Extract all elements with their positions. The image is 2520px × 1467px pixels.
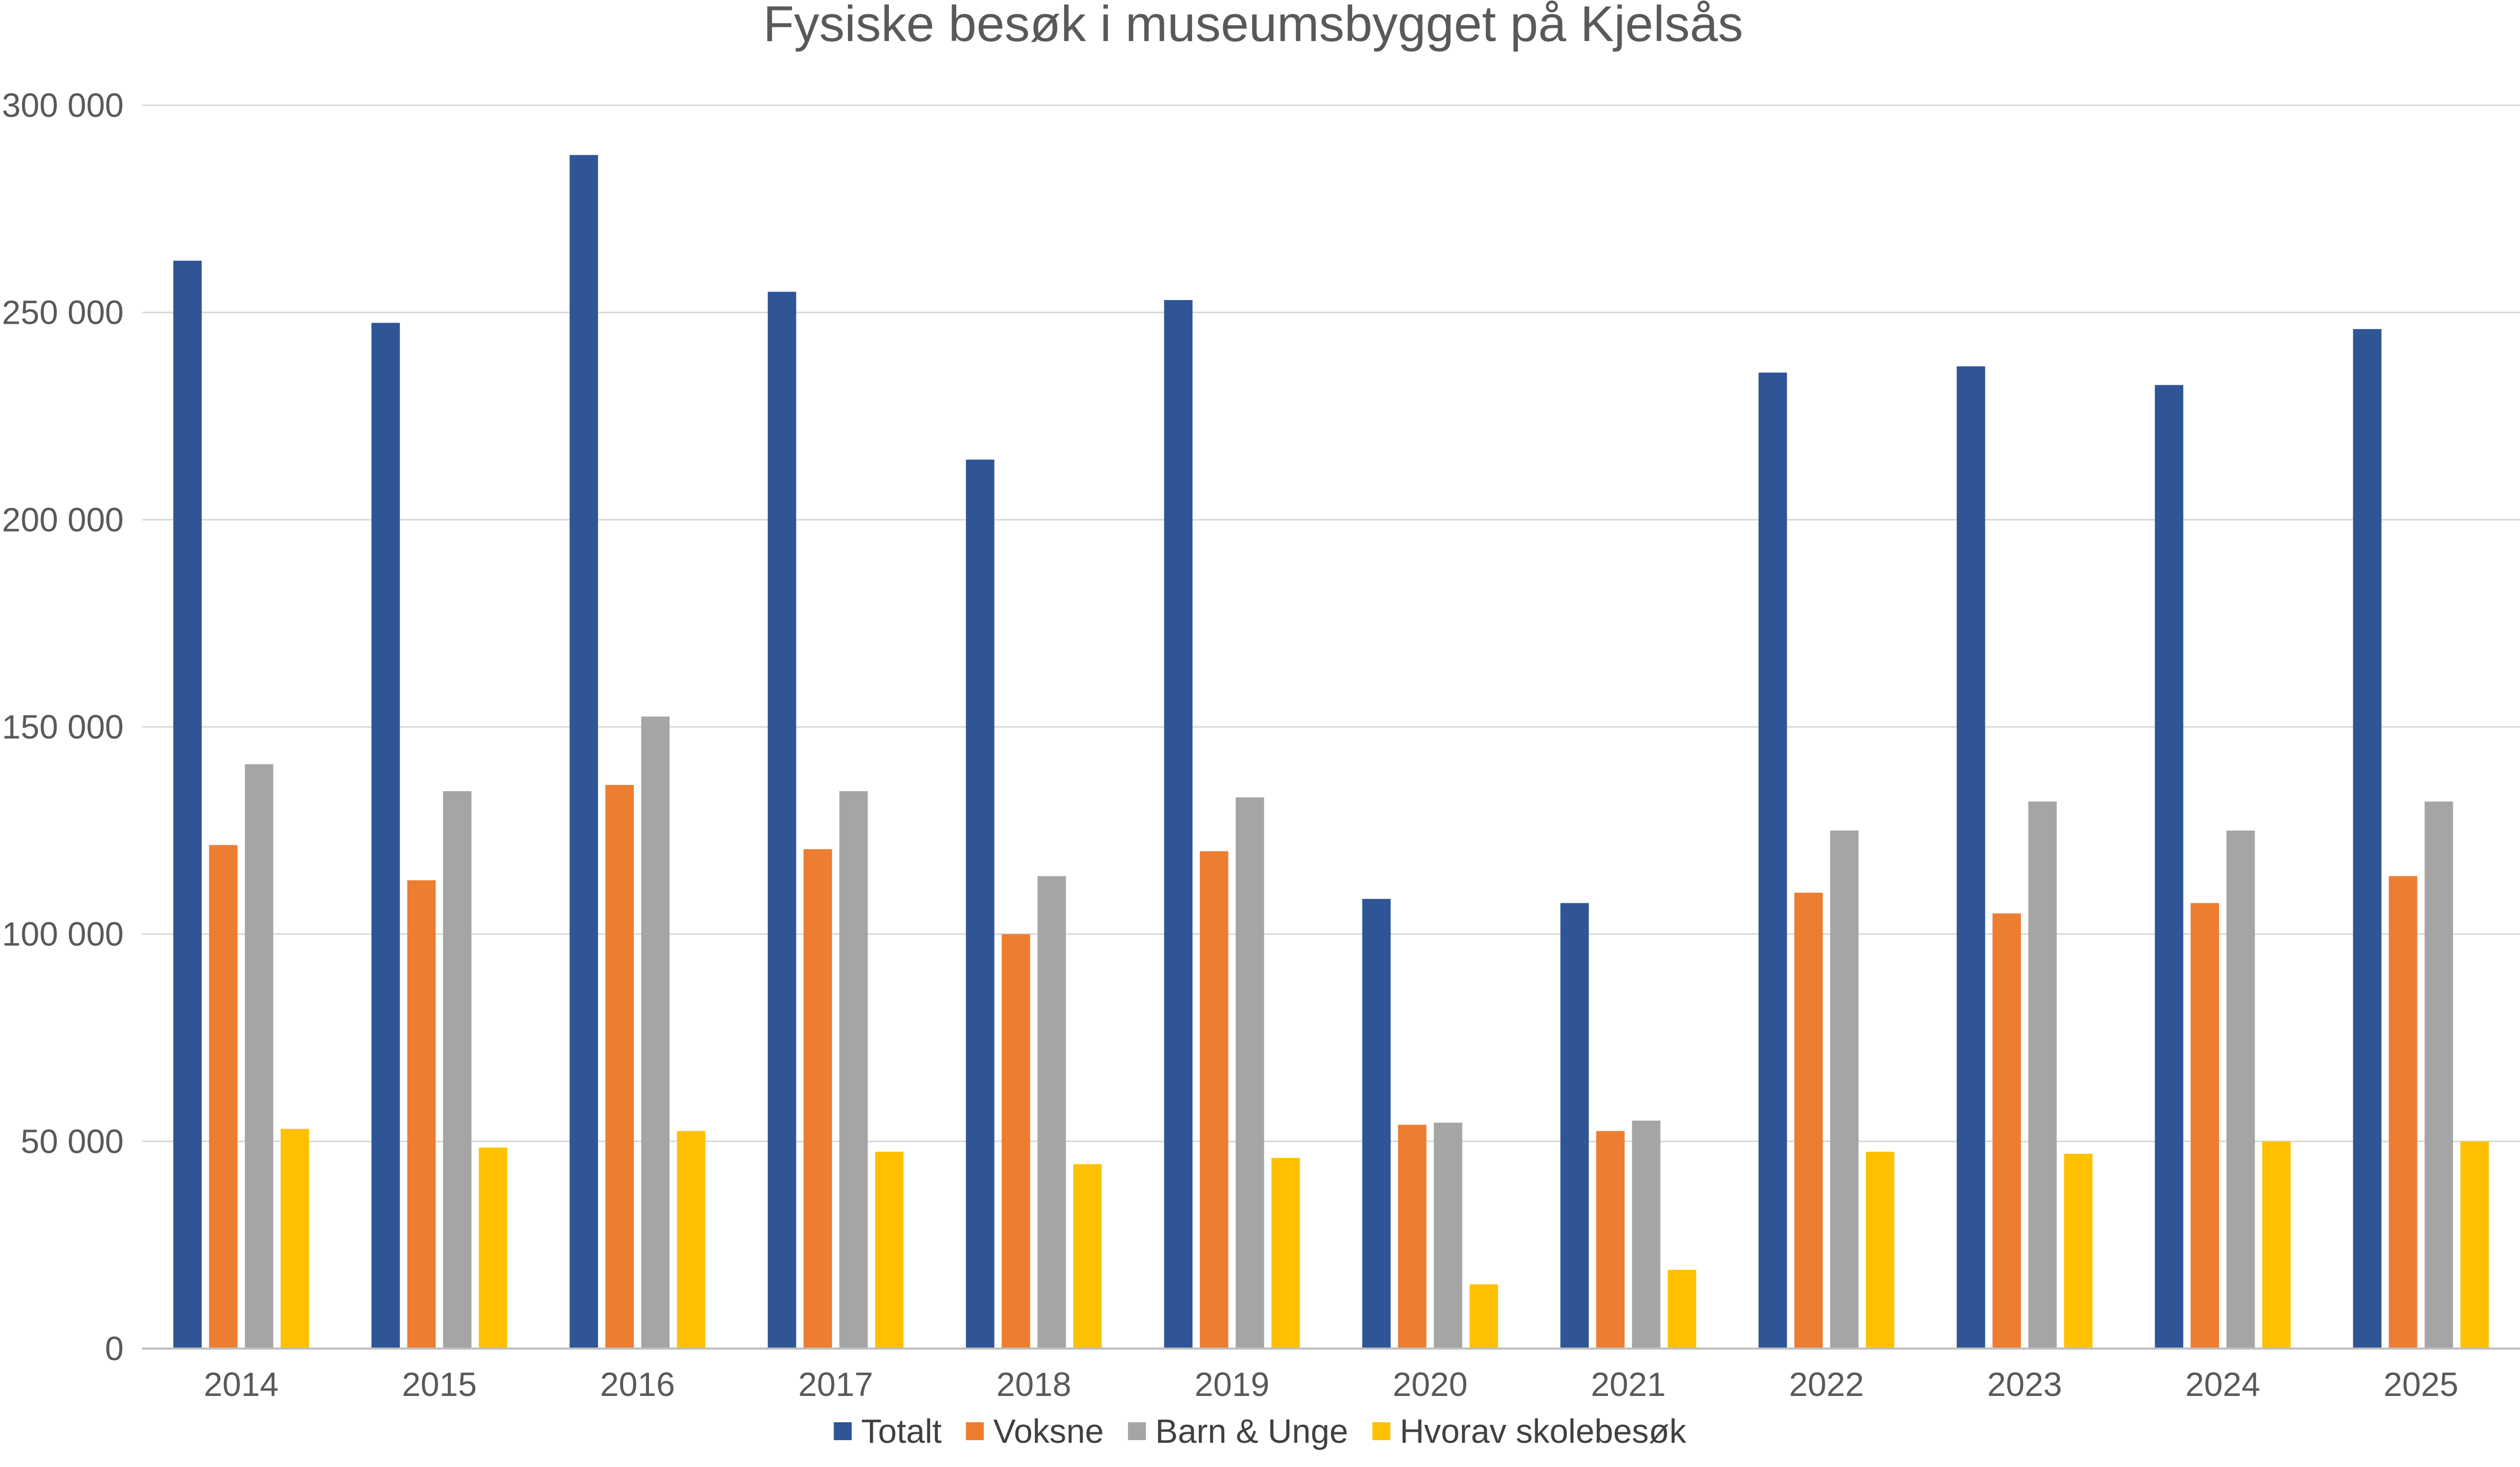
bar-totalt-2022 — [1758, 372, 1787, 1349]
bar-hvorav-skolebesøk-2014 — [281, 1129, 309, 1349]
legend-swatch — [966, 1422, 984, 1440]
bar-totalt-2014 — [173, 261, 202, 1349]
bar-hvorav-skolebesøk-2024 — [2262, 1141, 2291, 1349]
bar-voksne-2025 — [2388, 876, 2417, 1349]
x-tick-label: 2025 — [2384, 1365, 2458, 1403]
legend: Totalt Voksne Barn & Unge Hvorav skolebesøk — [834, 1412, 1687, 1450]
y-tick-label: 0 — [105, 1330, 124, 1368]
x-tick-label: 2023 — [1987, 1365, 2062, 1403]
bar-barn-unge-2014 — [245, 764, 274, 1349]
bar-voksne-2022 — [1794, 892, 1823, 1349]
bar-totalt-2023 — [1956, 366, 1985, 1349]
bar-voksne-2016 — [605, 785, 634, 1349]
bars — [173, 155, 2489, 1349]
bar-hvorav-skolebesøk-2018 — [1073, 1164, 1102, 1349]
bar-hvorav-skolebesøk-2020 — [1469, 1284, 1498, 1349]
x-tick-label: 2024 — [2185, 1365, 2260, 1403]
bar-barn-unge-2017 — [839, 791, 868, 1349]
bar-hvorav-skolebesøk-2021 — [1667, 1270, 1696, 1349]
bar-barn-unge-2018 — [1037, 876, 1066, 1349]
bar-hvorav-skolebesøk-2022 — [1866, 1152, 1895, 1349]
bar-totalt-2018 — [966, 460, 995, 1349]
legend-swatch — [834, 1422, 852, 1440]
bar-voksne-2018 — [1002, 934, 1031, 1349]
bar-barn-unge-2020 — [1434, 1122, 1463, 1349]
x-tick-label: 2021 — [1591, 1365, 1666, 1403]
chart-title: Fysiske besøk i museumsbygget på Kjelsås — [763, 0, 1743, 52]
bar-totalt-2017 — [767, 292, 796, 1349]
bar-hvorav-skolebesøk-2016 — [677, 1131, 706, 1349]
bar-totalt-2019 — [1164, 300, 1193, 1349]
x-tick-label: 2015 — [402, 1365, 477, 1403]
bar-barn-unge-2016 — [641, 716, 670, 1349]
bar-voksne-2017 — [803, 849, 832, 1349]
bar-voksne-2019 — [1199, 851, 1228, 1349]
x-tick-label: 2022 — [1789, 1365, 1864, 1403]
x-tick-label: 2020 — [1393, 1365, 1467, 1403]
legend-label: Barn & Unge — [1155, 1412, 1348, 1450]
y-tick-label: 300 000 — [2, 86, 124, 124]
x-tick-label: 2019 — [1195, 1365, 1269, 1403]
bar-hvorav-skolebesøk-2017 — [875, 1152, 904, 1349]
bar-barn-unge-2015 — [443, 791, 472, 1349]
bar-totalt-2025 — [2353, 329, 2382, 1349]
legend-swatch — [1372, 1422, 1391, 1440]
legend-label: Hvorav skolebesøk — [1400, 1412, 1687, 1450]
x-tick-label: 2018 — [996, 1365, 1071, 1403]
legend-label: Totalt — [861, 1412, 942, 1450]
bar-voksne-2024 — [2191, 903, 2219, 1349]
bar-hvorav-skolebesøk-2025 — [2460, 1141, 2489, 1349]
x-axis-tick-labels: 2014 2015 2016 2017 2018 2019 2020 2021 2022 2023… — [204, 1365, 2458, 1403]
bar-totalt-2016 — [569, 155, 598, 1349]
y-tick-label: 250 000 — [2, 294, 124, 332]
legend-swatch — [1128, 1422, 1146, 1440]
y-tick-label: 100 000 — [2, 915, 124, 953]
bar-barn-unge-2025 — [2424, 801, 2453, 1349]
y-tick-label: 50 000 — [21, 1122, 124, 1160]
bar-totalt-2024 — [2155, 385, 2184, 1349]
bar-totalt-2020 — [1362, 899, 1391, 1349]
y-tick-label: 200 000 — [2, 501, 124, 538]
bar-totalt-2015 — [371, 323, 400, 1349]
legend-label: Voksne — [993, 1412, 1104, 1450]
bar-hvorav-skolebesøk-2015 — [478, 1147, 507, 1349]
bar-hvorav-skolebesøk-2023 — [2064, 1153, 2093, 1349]
bar-hvorav-skolebesøk-2019 — [1271, 1157, 1300, 1349]
x-tick-label: 2014 — [204, 1365, 278, 1403]
bar-barn-unge-2021 — [1632, 1120, 1661, 1349]
bar-voksne-2023 — [1992, 913, 2021, 1349]
bar-voksne-2015 — [407, 880, 436, 1349]
y-tick-label: 150 000 — [2, 708, 124, 746]
x-tick-label: 2016 — [600, 1365, 675, 1403]
x-tick-label: 2017 — [798, 1365, 873, 1403]
bar-barn-unge-2019 — [1235, 797, 1264, 1349]
gridlines — [142, 104, 2520, 1142]
bar-voksne-2021 — [1596, 1131, 1625, 1349]
bar-barn-unge-2024 — [2226, 830, 2255, 1349]
bar-barn-unge-2023 — [2028, 801, 2057, 1349]
bar-barn-unge-2022 — [1830, 830, 1859, 1349]
y-axis-tick-labels: 0 50 000 100 000 150 000 200 000 250 000 300 0… — [2, 86, 124, 1368]
bar-voksne-2014 — [209, 845, 238, 1349]
bar-totalt-2021 — [1560, 903, 1589, 1349]
bar-voksne-2020 — [1398, 1124, 1427, 1349]
